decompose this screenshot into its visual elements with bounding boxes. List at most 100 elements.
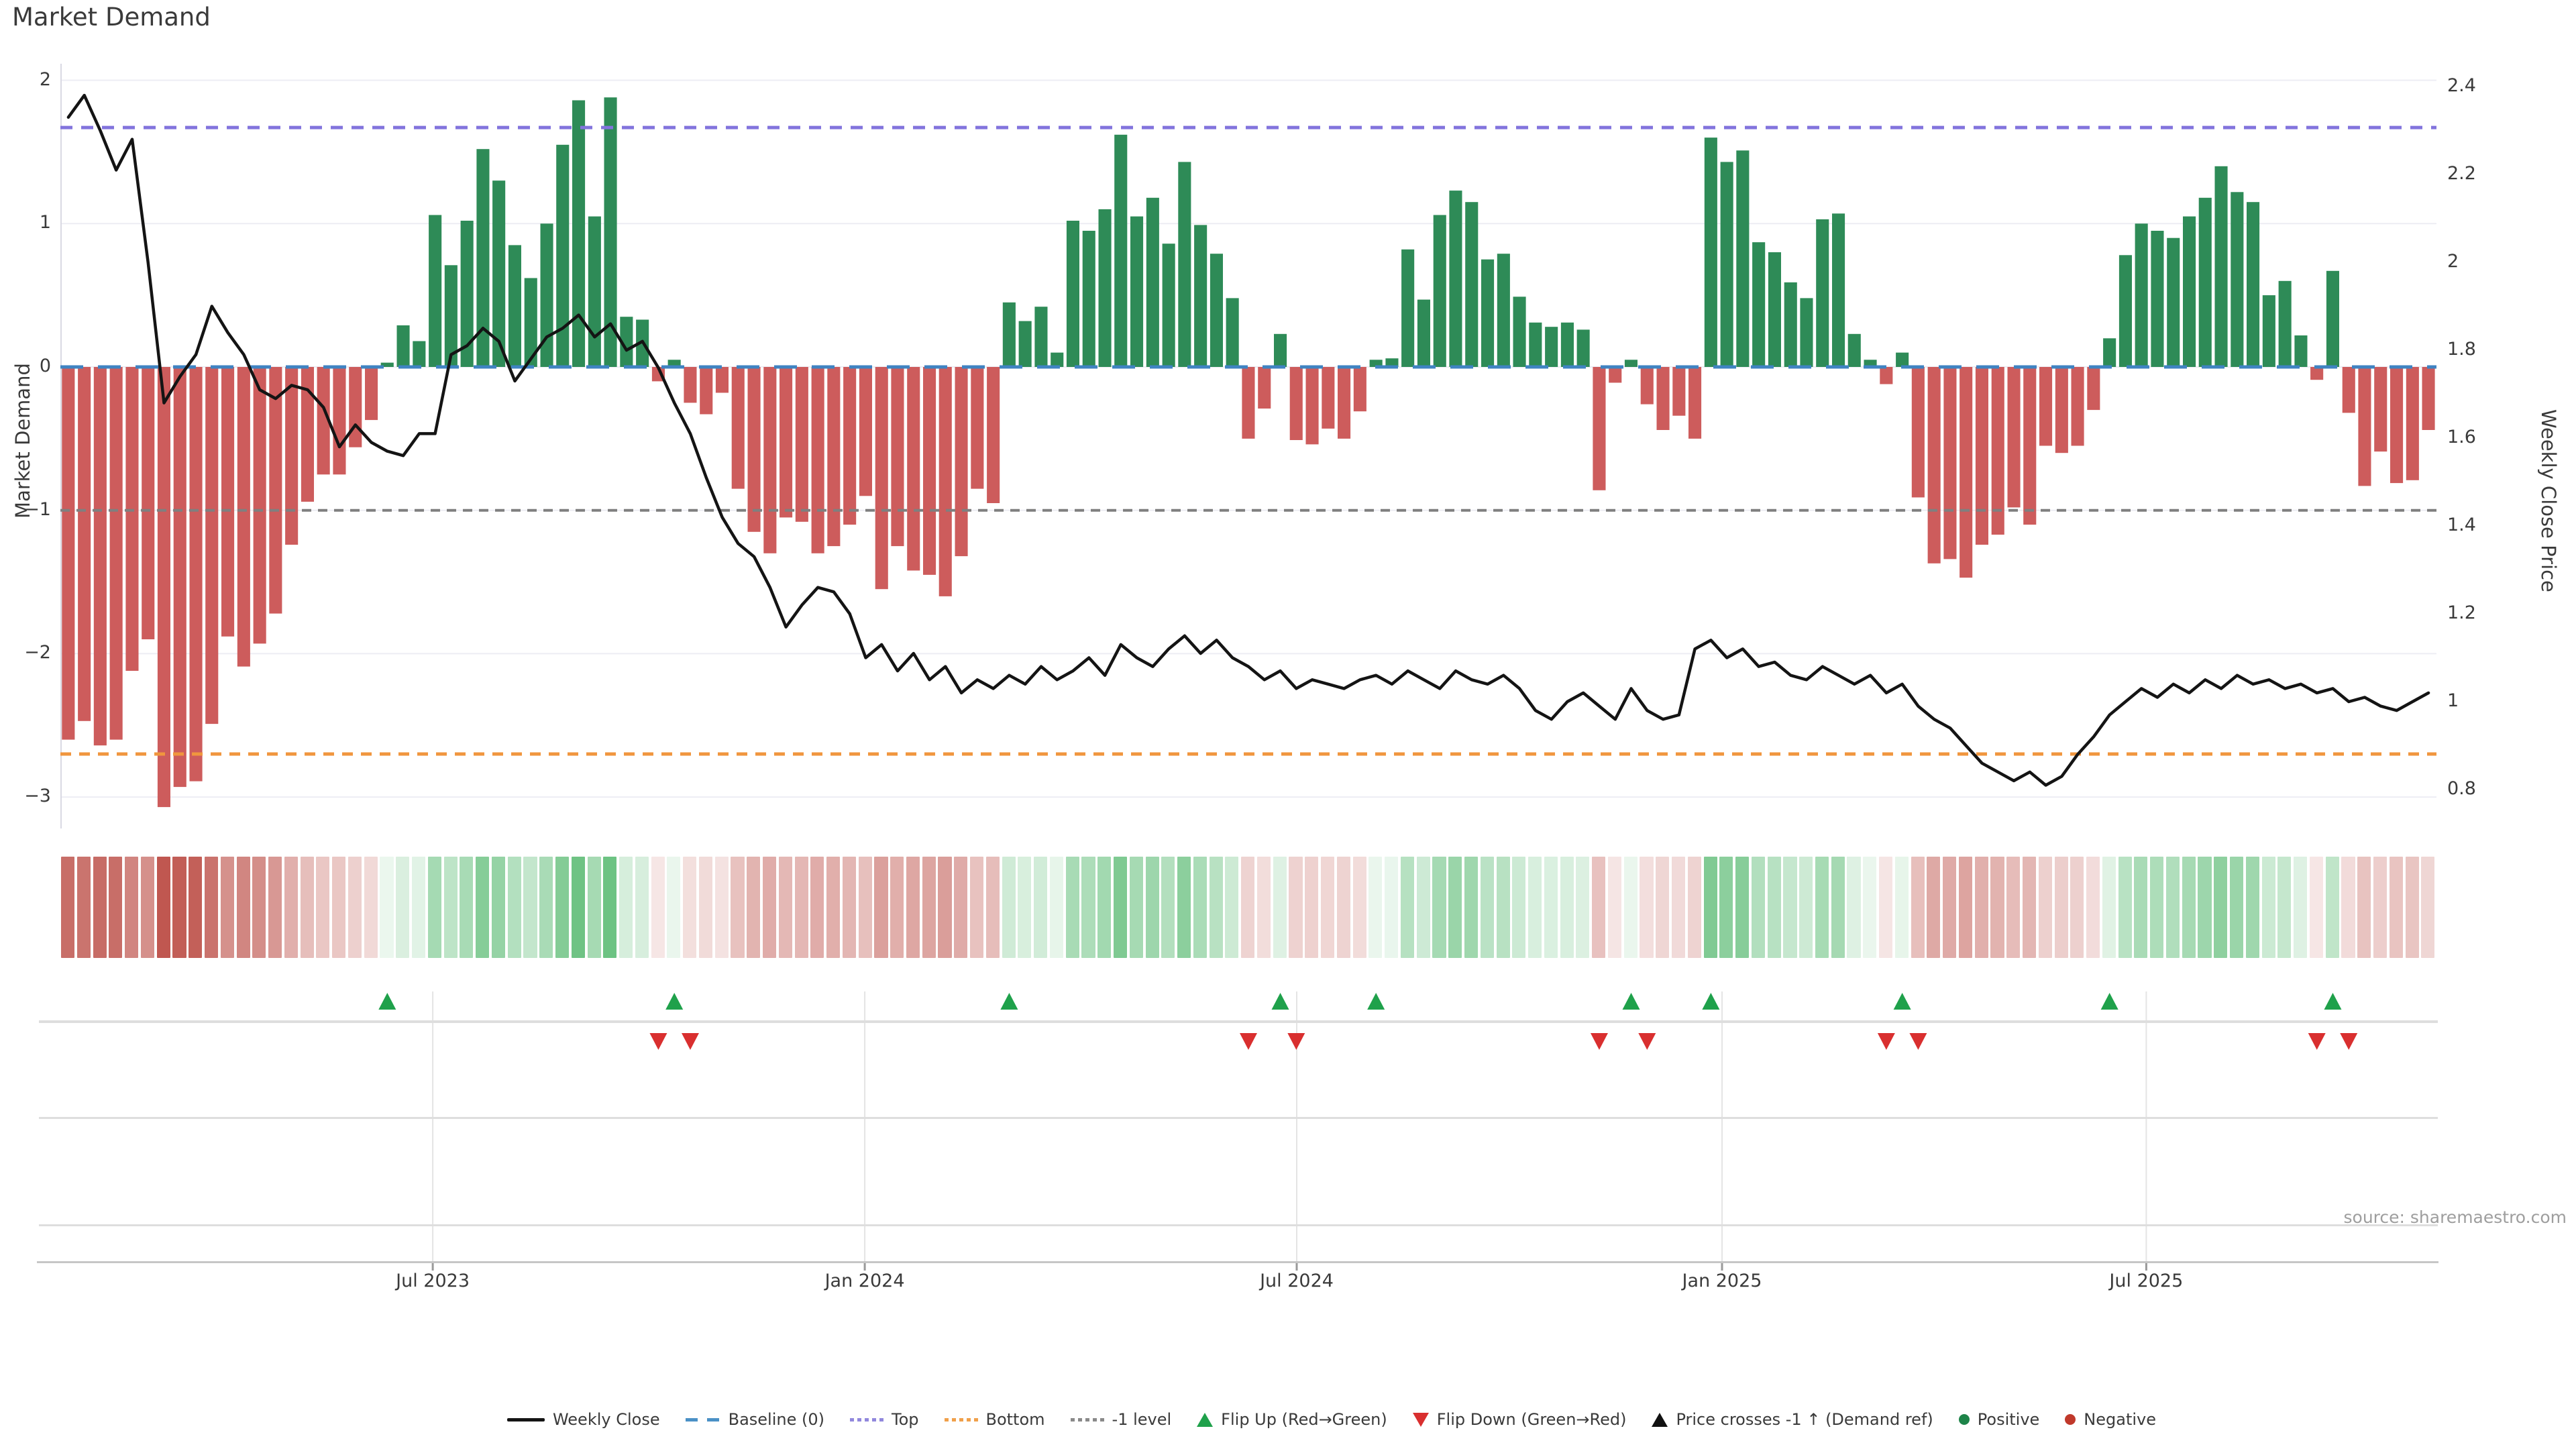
demand-bar [1338, 367, 1351, 439]
demand-bar [93, 367, 107, 746]
legend-item-label: Flip Down (Green→Red) [1436, 1410, 1627, 1429]
demand-bar [189, 367, 203, 782]
heatmap-cell-positive [1623, 857, 1638, 958]
heatmap-cell-positive [1496, 857, 1510, 958]
demand-bar [1768, 252, 1781, 367]
heatmap-cell-positive [1703, 857, 1717, 958]
heatmap-cell-positive [1735, 857, 1750, 958]
heatmap-cell-positive [1177, 857, 1191, 958]
heatmap-cell-negative [1321, 857, 1335, 958]
demand-bar [2214, 166, 2228, 368]
demand-bar [1051, 352, 1064, 367]
demand-bar [109, 367, 123, 740]
demand-bar [508, 245, 521, 367]
flip-down-marker-icon [681, 1033, 699, 1050]
dot-icon [2065, 1414, 2076, 1425]
demand-bar [780, 367, 793, 518]
demand-bar [1098, 209, 1112, 367]
heatmap-cell-negative [300, 857, 314, 958]
line-swatch-icon [506, 1417, 545, 1421]
demand-bar [2358, 367, 2371, 486]
demand-bar [1385, 358, 1399, 367]
heatmap-cell-positive [380, 857, 394, 958]
heatmap-cell-positive [396, 857, 410, 958]
heatmap-cell-negative [2405, 857, 2419, 958]
flip-up-marker-icon [2324, 993, 2342, 1010]
heatmap-cell-positive [603, 857, 617, 958]
heatmap-cell-positive [555, 857, 570, 958]
legend-item-label: Price crosses -1 ↑ (Demand ref) [1676, 1410, 1933, 1429]
demand-bar [333, 367, 346, 475]
demand-bar [349, 367, 362, 447]
demand-bar [763, 367, 777, 553]
demand-bar [1864, 360, 1877, 367]
heatmap-cell-positive [1528, 857, 1542, 958]
demand-bar [1146, 197, 1159, 367]
demand-bar [1305, 367, 1319, 445]
demand-bar [1162, 244, 1175, 367]
demand-bar [125, 367, 139, 671]
flip-down-marker-icon [1240, 1033, 1257, 1050]
heatmap-cell-negative [1943, 857, 1957, 958]
heatmap-cell-positive [1193, 857, 1207, 958]
heatmap-cell-negative [1289, 857, 1303, 958]
demand-bar [269, 367, 282, 614]
demand-bar [1497, 254, 1510, 367]
panel-separator-2 [39, 1117, 2438, 1119]
flip-down-marker-icon [2340, 1033, 2358, 1050]
weekly-close-line [66, 93, 2430, 787]
legend-item-label: Bottom [985, 1410, 1045, 1429]
heatmap-cell-negative [109, 857, 123, 958]
heatmap-cell-positive [491, 857, 505, 958]
heatmap-cell-positive [1576, 857, 1590, 958]
heatmap-cell-positive [1831, 857, 1845, 958]
legend-item: Baseline (0) [685, 1410, 824, 1429]
right-tick-label: 2.4 [2447, 75, 2476, 96]
demand-bar [1911, 367, 1925, 498]
demand-bar [2262, 295, 2275, 367]
demand-bar [1576, 329, 1590, 367]
demand-bar [1401, 249, 1415, 367]
triangle-up-icon [1197, 1412, 1214, 1427]
main-chart-plot [60, 64, 2436, 828]
heatmap-cell-negative [906, 857, 920, 958]
demand-bar [2151, 231, 2164, 367]
heatmap-cell-positive [2277, 857, 2292, 958]
heatmap-cell-positive [1081, 857, 1095, 958]
left-tick-label: −2 [24, 642, 51, 663]
heatmap-cell-negative [347, 857, 362, 958]
demand-bar [1226, 298, 1239, 367]
heatmap-cell-negative [1974, 857, 1988, 958]
demand-bar [1688, 367, 1702, 439]
demand-bar [604, 97, 617, 367]
heatmap-cell-negative [268, 857, 282, 958]
heatmap-cell-negative [826, 857, 841, 958]
demand-bar [572, 100, 586, 367]
heatmap-cell-positive [1815, 857, 1829, 958]
demand-bar [923, 367, 936, 575]
demand-bar [285, 367, 299, 545]
heatmap-cell-positive [1385, 857, 1399, 958]
heatmap-cell-positive [2134, 857, 2148, 958]
heatmap-cell-positive [1560, 857, 1574, 958]
demand-bar [460, 221, 474, 367]
demand-bar [971, 367, 984, 489]
flip-down-marker-icon [2308, 1033, 2326, 1050]
heatmap-cell-negative [874, 857, 888, 958]
demand-bar [1545, 327, 1558, 367]
demand-bar [524, 278, 537, 367]
flip-up-marker-icon [1000, 993, 1018, 1010]
heatmap-cell-positive [2325, 857, 2339, 958]
flip-down-marker-icon [1877, 1033, 1895, 1050]
demand-bar [1896, 352, 1909, 367]
heatmap-cell-negative [810, 857, 824, 958]
right-tick-label: 1 [2447, 690, 2459, 711]
demand-bar [142, 367, 155, 639]
legend-item: Positive [1958, 1410, 2039, 1429]
demand-bar [1449, 191, 1462, 367]
demand-bar [987, 367, 1000, 503]
left-tick-label: −3 [24, 786, 51, 807]
demand-bar [859, 367, 872, 496]
x-axis-label: Jul 2025 [2109, 1271, 2184, 1291]
demand-bar [1034, 307, 1048, 367]
